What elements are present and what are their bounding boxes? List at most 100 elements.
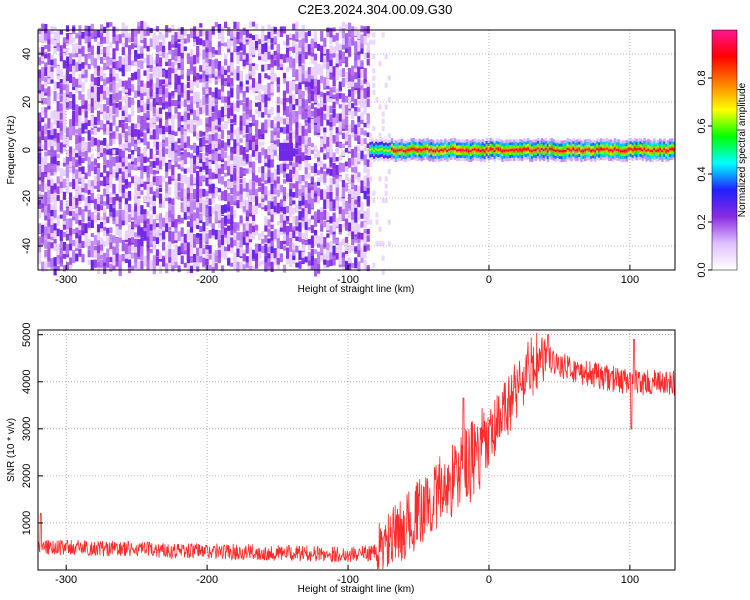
heatmap-cell	[100, 85, 104, 94]
heatmap-cell	[41, 261, 45, 270]
heatmap-cell	[332, 212, 336, 222]
heatmap-cell	[96, 30, 101, 38]
heatmap-cell	[360, 46, 364, 54]
heatmap-cell	[96, 163, 101, 169]
heatmap-cell	[171, 205, 175, 215]
heatmap-cell	[208, 134, 212, 144]
heatmap-cell	[109, 107, 113, 115]
heatmap-cell	[663, 148, 666, 151]
heatmap-cell	[53, 154, 57, 165]
heatmap-cell	[270, 224, 274, 229]
heatmap-cell	[41, 23, 45, 31]
heatmap-cell	[134, 252, 138, 264]
heatmap-cell	[313, 182, 318, 191]
heatmap-cell	[629, 147, 632, 150]
heatmap-cell	[47, 65, 51, 75]
heatmap-cell	[270, 183, 274, 195]
heatmap-cell	[515, 148, 518, 151]
heatmap-cell	[233, 114, 237, 122]
heatmap-cell	[140, 213, 144, 224]
heatmap-cell	[75, 162, 79, 167]
heatmap-cell	[127, 191, 132, 200]
heatmap-cell	[155, 35, 159, 46]
heatmap-cell	[65, 252, 70, 258]
heatmap-cell	[236, 149, 240, 158]
heatmap-cell	[248, 37, 252, 45]
heatmap-cell	[304, 187, 308, 199]
heatmap-cell	[273, 138, 277, 145]
heatmap-cell	[205, 38, 209, 48]
heatmap-cell	[369, 176, 373, 182]
heatmap-cell	[121, 42, 125, 47]
heatmap-cell	[279, 116, 283, 123]
heatmap-cell	[84, 122, 88, 130]
heatmap-cell	[47, 226, 51, 234]
heatmap-cell	[78, 222, 82, 230]
heatmap-cell	[106, 77, 110, 84]
heatmap-cell	[186, 81, 190, 89]
heatmap-cell	[276, 183, 280, 190]
heatmap-cell	[41, 66, 45, 75]
heatmap-cell	[230, 237, 234, 248]
heatmap-cell	[72, 59, 76, 66]
heatmap-cell	[372, 198, 376, 203]
heatmap-cell	[38, 112, 42, 122]
heatmap-cell	[217, 89, 221, 98]
heatmap-cell	[96, 193, 101, 205]
heatmap-cell	[202, 104, 206, 114]
heatmap-cell	[214, 74, 218, 80]
heatmap-cell	[44, 123, 48, 135]
heatmap-cell	[332, 245, 336, 256]
heatmap-cell	[196, 91, 200, 102]
heatmap-cell	[100, 237, 104, 245]
heatmap-cell	[174, 229, 178, 241]
heatmap-cell	[279, 214, 283, 223]
heatmap-cell	[124, 253, 128, 259]
heatmap-cell	[375, 97, 379, 103]
heatmap-cell	[193, 130, 197, 137]
heatmap-cell	[140, 34, 144, 40]
heatmap-cell	[50, 155, 54, 164]
heatmap-cell	[78, 82, 82, 88]
heatmap-cell	[270, 143, 274, 151]
heatmap-cell	[301, 64, 305, 75]
heatmap-cell	[72, 250, 76, 260]
heatmap-cell	[381, 111, 385, 117]
heatmap-cell	[158, 33, 163, 40]
heatmap-cell	[109, 192, 113, 198]
heatmap-cell	[313, 265, 318, 277]
heatmap-cell	[44, 239, 48, 249]
heatmap-cell	[264, 104, 268, 115]
heatmap-cell	[258, 177, 262, 185]
heatmap-cell	[146, 234, 150, 246]
heatmap-cell	[72, 148, 76, 158]
heatmap-cell	[100, 257, 104, 264]
heatmap-cell	[329, 105, 333, 114]
heatmap-cell	[208, 63, 212, 74]
heatmap-cell	[93, 98, 97, 109]
heatmap-cell	[72, 196, 76, 207]
heatmap-cell	[162, 79, 166, 85]
heatmap-cell	[168, 68, 172, 79]
heatmap-cell	[124, 243, 128, 255]
heatmap-cell	[354, 257, 358, 269]
heatmap-cell	[605, 147, 609, 150]
heatmap-cell	[189, 98, 194, 110]
heatmap-cell	[323, 255, 327, 265]
heatmap-cell	[363, 221, 367, 228]
heatmap-cell	[90, 115, 94, 127]
heatmap-cell	[295, 236, 299, 241]
heatmap-cell	[131, 222, 135, 228]
heatmap-cell	[344, 24, 349, 31]
heatmap-cell	[180, 202, 184, 209]
heatmap-cell	[168, 139, 172, 144]
heatmap-cell	[301, 44, 305, 55]
heatmap-cell	[158, 96, 163, 106]
heatmap-cell	[205, 123, 209, 133]
heatmap-cell	[341, 194, 345, 205]
heatmap-cell	[326, 249, 330, 261]
heatmap-cell	[65, 70, 70, 80]
heatmap-cell	[127, 213, 132, 223]
heatmap-cell	[248, 258, 252, 266]
heatmap-cell	[214, 70, 218, 77]
